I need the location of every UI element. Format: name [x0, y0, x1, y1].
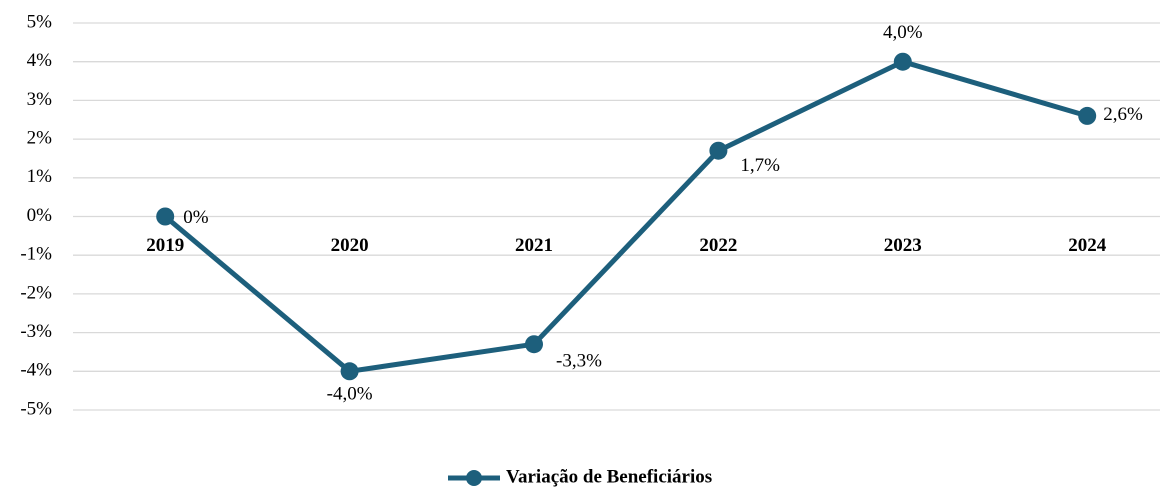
y-tick-label: 3%: [27, 89, 53, 110]
y-tick-label: -4%: [20, 360, 52, 381]
data-label: -3,3%: [556, 351, 602, 372]
x-tick-label: 2024: [1068, 235, 1107, 256]
y-tick-label: 4%: [27, 50, 53, 71]
y-tick-label: -5%: [20, 398, 52, 419]
y-tick-label: -1%: [20, 244, 52, 265]
y-tick-label: 5%: [27, 11, 53, 32]
marker: [893, 52, 912, 71]
line: [163, 59, 1088, 374]
y-tick-label: 1%: [27, 166, 53, 187]
marker: [156, 207, 175, 226]
legend-marker: [466, 470, 482, 486]
x-tick-label: 2019: [146, 235, 184, 256]
x-tick-label: 2023: [884, 235, 922, 256]
marker: [340, 362, 359, 381]
y-tick-label: -3%: [20, 321, 52, 342]
x-tick-label: 2020: [331, 235, 369, 256]
data-label: 1,7%: [740, 155, 780, 176]
x-tick-label: 2022: [699, 235, 737, 256]
x-tick-label: 2021: [515, 235, 553, 256]
marker: [709, 141, 728, 160]
marker: [1078, 106, 1097, 125]
marker: [525, 335, 543, 354]
y-tick-label: 2%: [27, 127, 53, 148]
data-label: 0%: [183, 207, 209, 228]
data-label: -4,0%: [327, 384, 373, 405]
legend-label: Variação de Beneficiários: [506, 466, 712, 487]
data-label: 2,6%: [1103, 104, 1143, 125]
y-tick-label: -2%: [20, 282, 52, 303]
y-tick-label: 0%: [27, 205, 53, 226]
data-label: 4,0%: [883, 22, 923, 43]
